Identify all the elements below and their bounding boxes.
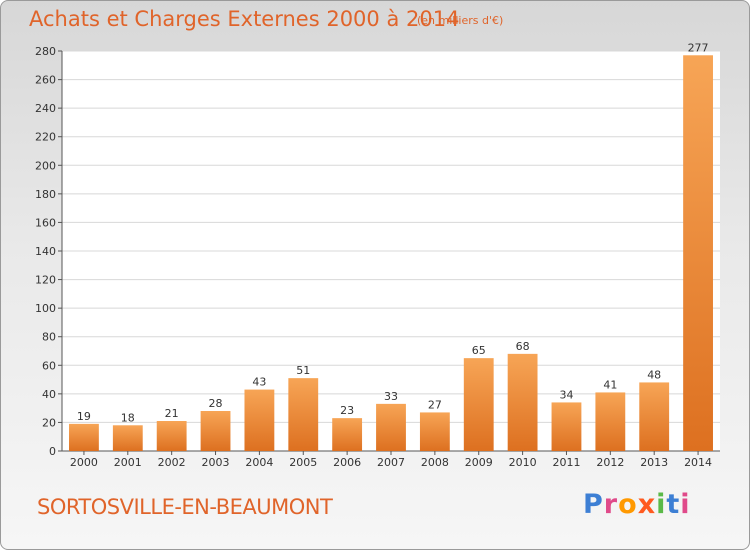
bar: [595, 392, 626, 451]
bar-value-label: 18: [121, 411, 135, 424]
y-tick-label: 240: [35, 102, 56, 115]
bar: [244, 389, 275, 451]
chart-title: Achats et Charges Externes 2000 à 2014: [29, 7, 460, 31]
bar-value-label: 65: [472, 344, 486, 357]
y-tick-label: 20: [42, 416, 56, 429]
y-tick-label: 220: [35, 131, 56, 144]
bar-value-label: 21: [165, 407, 179, 420]
bar-value-label: 68: [516, 340, 530, 353]
bar: [112, 425, 143, 451]
y-tick-label: 80: [42, 331, 56, 344]
bar-value-label: 34: [559, 388, 573, 401]
x-tick-label: 2002: [158, 456, 186, 469]
bar: [419, 412, 450, 451]
bar: [69, 423, 99, 451]
y-tick-label: 160: [35, 216, 56, 229]
x-tick-label: 2003: [202, 456, 230, 469]
logo-letter: i: [656, 489, 667, 520]
logo-letter: x: [637, 489, 657, 520]
bar-value-label: 23: [340, 404, 354, 417]
logo-letter: P: [583, 489, 604, 520]
bar: [463, 358, 494, 451]
town-name: SORTOSVILLE-EN-BEAUMONT: [37, 495, 333, 519]
bar-value-label: 277: [688, 41, 709, 54]
bar: [288, 378, 319, 451]
bar-value-label: 33: [384, 390, 398, 403]
x-tick-label: 2000: [70, 456, 98, 469]
x-tick-label: 2010: [509, 456, 537, 469]
y-tick-label: 60: [42, 359, 56, 372]
y-tick-label: 120: [35, 274, 56, 287]
x-tick-label: 2006: [333, 456, 361, 469]
bar: [376, 403, 406, 451]
bar-value-label: 27: [428, 398, 442, 411]
bar: [156, 421, 187, 451]
bar: [551, 402, 582, 451]
logo-letter: r: [603, 489, 619, 520]
y-tick-label: 260: [35, 74, 56, 87]
x-tick-label: 2013: [640, 456, 668, 469]
bar: [507, 353, 538, 451]
bar: [639, 382, 670, 451]
y-tick-label: 140: [35, 245, 56, 258]
y-tick-label: 40: [42, 388, 56, 401]
x-tick-label: 2005: [289, 456, 317, 469]
y-tick-label: 100: [35, 302, 56, 315]
x-tick-label: 2012: [596, 456, 624, 469]
bar-value-label: 28: [209, 397, 223, 410]
x-tick-label: 2001: [114, 456, 142, 469]
x-tick-label: 2004: [245, 456, 273, 469]
y-tick-label: 200: [35, 159, 56, 172]
bar-value-label: 48: [647, 368, 661, 381]
y-tick-label: 180: [35, 188, 56, 201]
y-tick-label: 0: [49, 445, 56, 458]
bar-value-label: 43: [252, 376, 266, 389]
logo-letter: o: [618, 489, 638, 520]
x-tick-label: 2011: [552, 456, 580, 469]
chart-subtitle: (en milliers d'€): [417, 14, 504, 27]
bar: [200, 411, 231, 451]
y-tick-label: 280: [35, 45, 56, 58]
x-tick-label: 2008: [421, 456, 449, 469]
proxiti-logo: Proxiti: [583, 489, 691, 520]
bar-value-label: 19: [77, 410, 91, 423]
bar-value-label: 41: [603, 378, 617, 391]
bar: [332, 418, 363, 451]
bar: [683, 55, 713, 452]
x-tick-label: 2009: [465, 456, 493, 469]
logo-letter: t: [666, 489, 681, 520]
x-tick-label: 2014: [684, 456, 712, 469]
bar-value-label: 51: [296, 364, 310, 377]
x-tick-label: 2007: [377, 456, 405, 469]
logo-letter: i: [680, 489, 691, 520]
